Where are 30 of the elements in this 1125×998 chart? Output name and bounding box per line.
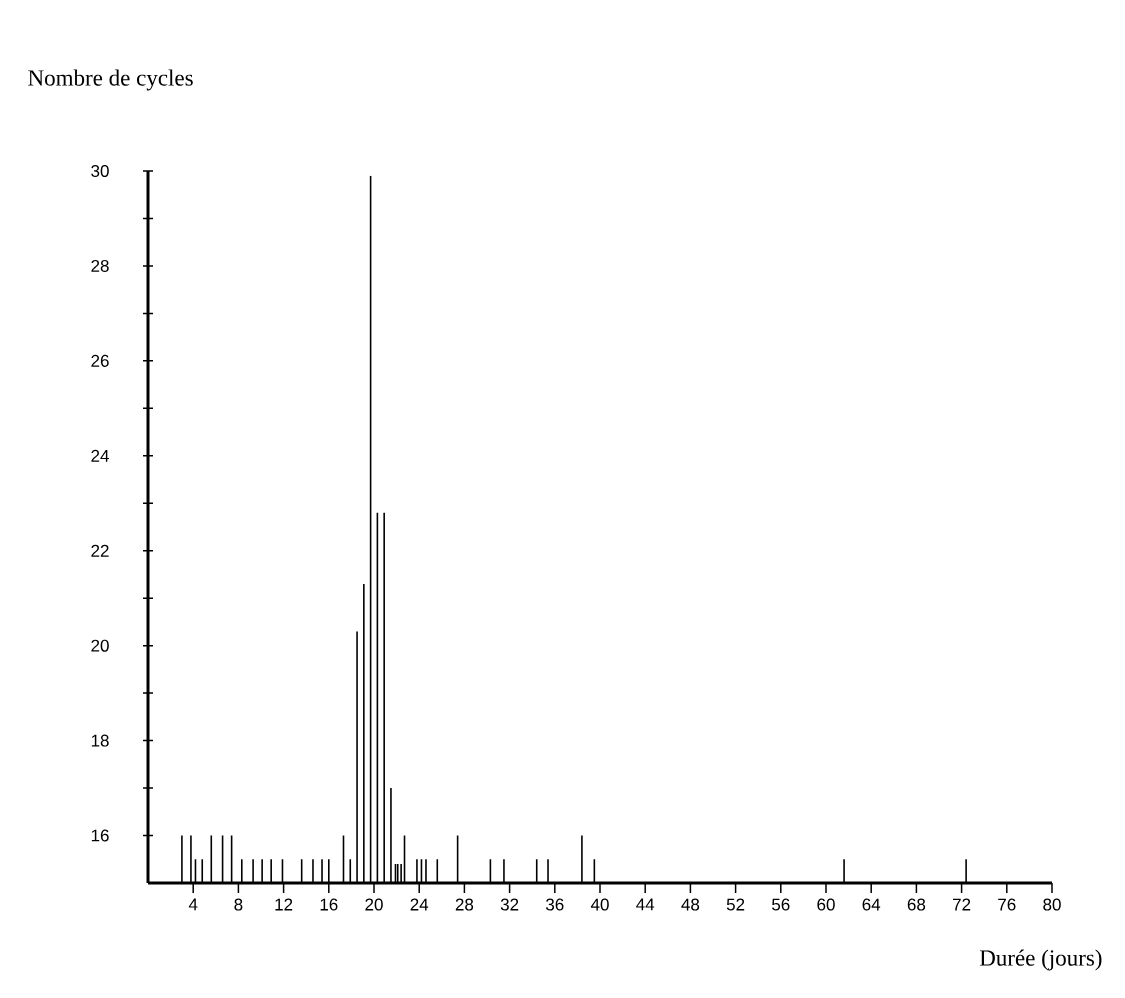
x-tick-label: 8 xyxy=(234,898,243,911)
y-tick-label: 16 xyxy=(91,829,109,842)
y-axis-title: Nombre de cycles xyxy=(28,69,193,91)
x-tick-label: 76 xyxy=(998,898,1016,911)
y-tick-label: 30 xyxy=(91,164,109,178)
x-tick-label: 20 xyxy=(365,898,383,911)
x-tick-label: 68 xyxy=(907,898,926,911)
x-tick-label: 80 xyxy=(1043,898,1061,911)
x-tick-label: 72 xyxy=(953,898,971,911)
x-tick-label: 52 xyxy=(726,898,745,911)
x-tick-label: 44 xyxy=(636,898,655,911)
x-tick-label: 40 xyxy=(590,898,609,911)
y-tick-label: 20 xyxy=(91,639,109,652)
x-tick-label: 12 xyxy=(275,898,293,911)
y-tick-label: 24 xyxy=(91,449,109,462)
x-tick-label: 36 xyxy=(545,898,564,911)
y-tick-label: 26 xyxy=(91,354,109,367)
x-tick-label: 24 xyxy=(410,898,429,911)
x-tick-label: 60 xyxy=(817,898,835,911)
x-tick-label: 28 xyxy=(455,898,474,911)
x-axis-title: Durée (jours) xyxy=(979,949,1102,971)
y-tick-label: 22 xyxy=(91,544,109,557)
x-tick-label: 4 xyxy=(188,898,198,911)
x-tick-label: 16 xyxy=(320,898,338,911)
x-tick-label: 64 xyxy=(862,898,881,911)
x-tick-label: 32 xyxy=(500,898,519,911)
x-tick-label: 56 xyxy=(772,898,790,911)
x-tick-label: 48 xyxy=(681,898,700,911)
y-tick-label: 28 xyxy=(91,259,109,272)
y-tick-label: 18 xyxy=(91,734,109,747)
